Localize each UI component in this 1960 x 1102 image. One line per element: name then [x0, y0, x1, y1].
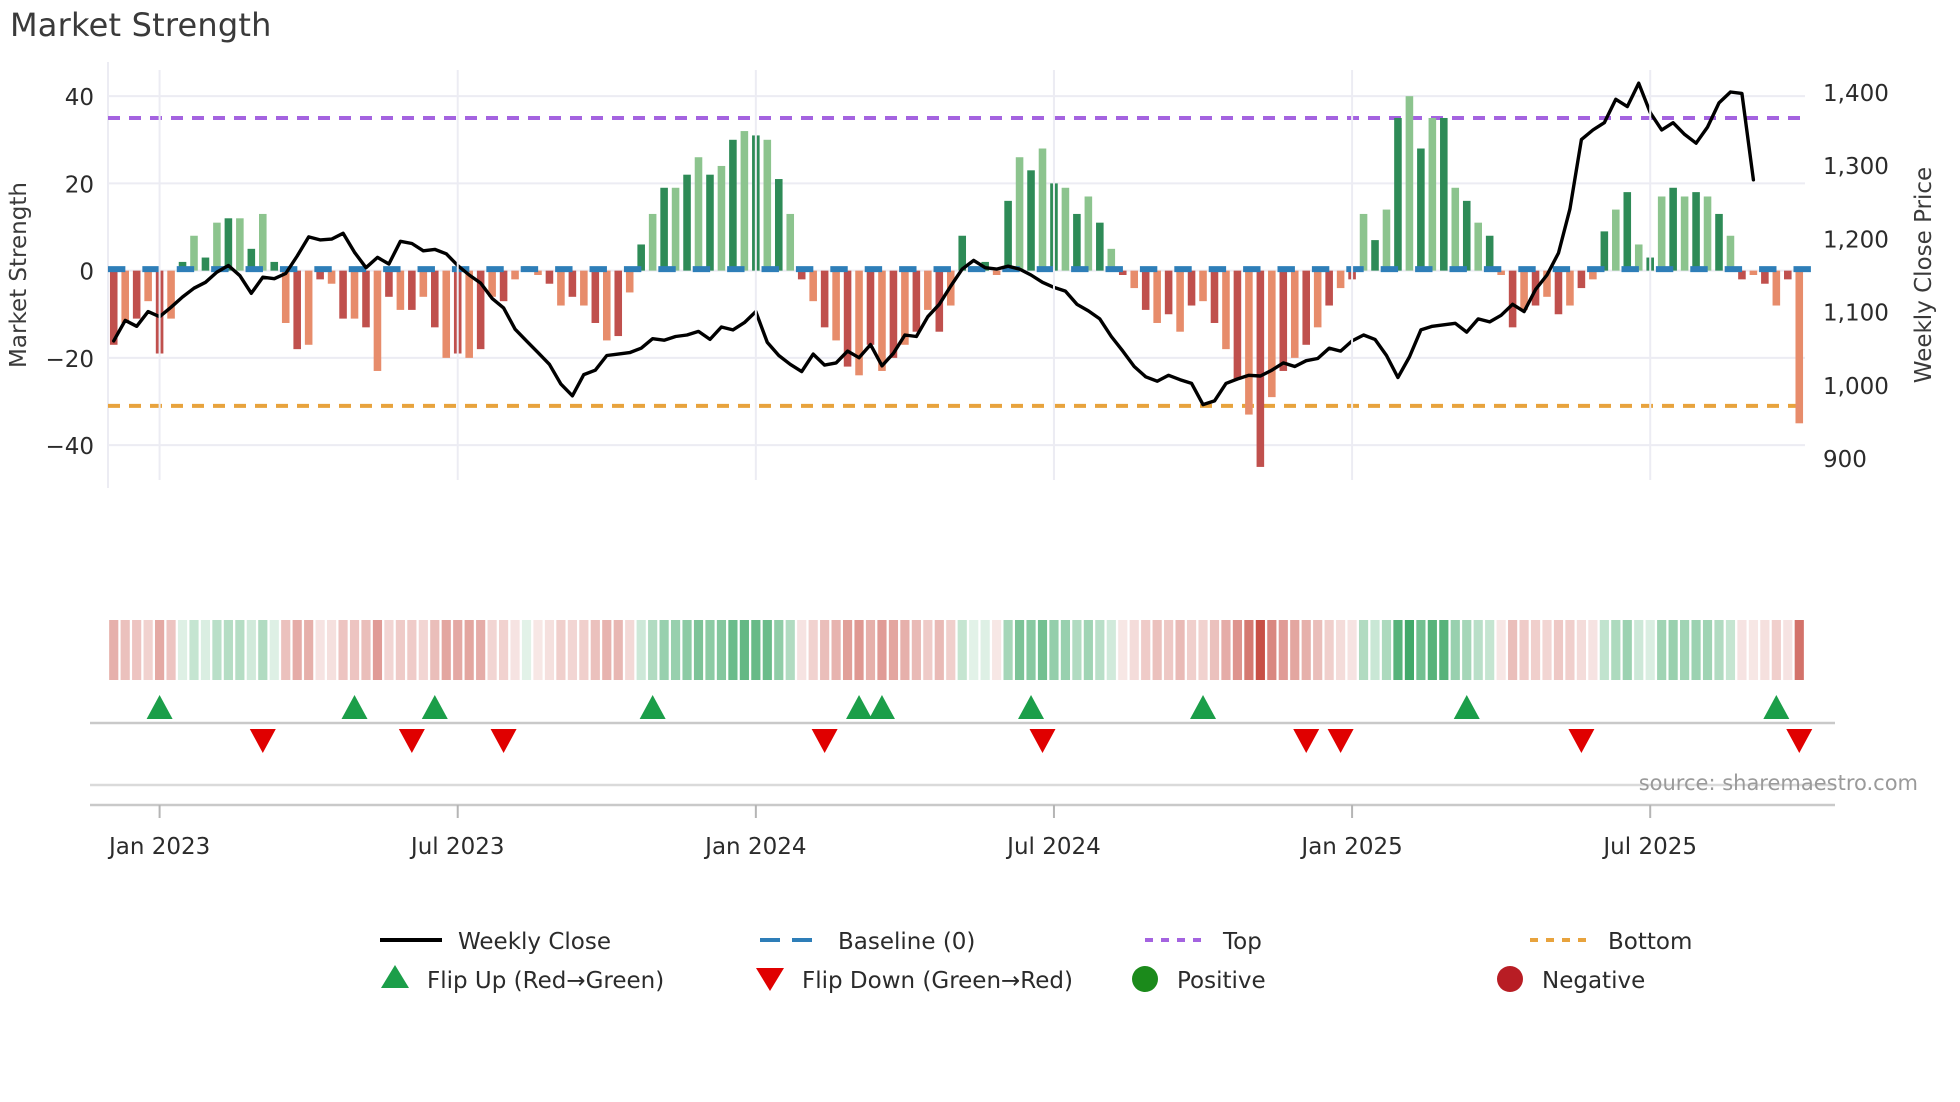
flip-down-marker — [1568, 729, 1595, 753]
flip-up-marker — [341, 695, 368, 719]
source-caption: source: sharemaestro.com — [1639, 771, 1918, 795]
flip-down-marker — [249, 729, 276, 753]
left-tick: 40 — [65, 85, 94, 111]
flip-down-marker — [398, 729, 425, 753]
legend-item[interactable]: Flip Up (Red→Green) — [381, 965, 664, 994]
x-tick: Jul 2023 — [409, 834, 505, 860]
legend-item[interactable]: Baseline (0) — [760, 929, 975, 955]
legend-label: Weekly Close — [458, 929, 611, 955]
left-tick: 20 — [65, 172, 94, 198]
legend-label: Flip Up (Red→Green) — [427, 968, 664, 994]
legend-item[interactable]: Flip Down (Green→Red) — [756, 968, 1073, 994]
legend-item[interactable]: Weekly Close — [380, 929, 611, 955]
right-tick: 1,200 — [1823, 227, 1889, 253]
x-tick: Jan 2025 — [1299, 834, 1402, 860]
x-tick: Jul 2025 — [1601, 834, 1697, 860]
left-tick: −40 — [45, 434, 94, 460]
legend-label: Flip Down (Green→Red) — [802, 968, 1073, 994]
right-axis-label: Weekly Close Price — [1911, 167, 1937, 383]
legend-label: Baseline (0) — [838, 929, 975, 955]
legend-item[interactable]: Top — [1145, 929, 1262, 955]
page-title: Market Strength — [10, 6, 272, 44]
right-tick: 1,400 — [1823, 81, 1889, 107]
x-tick: Jul 2024 — [1005, 834, 1101, 860]
flip-up-marker — [846, 695, 873, 719]
x-tick: Jan 2024 — [703, 834, 806, 860]
legend-item[interactable]: Positive — [1132, 966, 1266, 994]
flip-up-marker — [146, 695, 173, 719]
legend-item[interactable]: Negative — [1497, 966, 1645, 994]
reference-lines — [108, 115, 1805, 408]
x-tick: Jan 2023 — [107, 834, 210, 860]
x-axis-ticks: Jan 2023 Jul 2023 Jan 2024 Jul 2024 Jan 2025… — [107, 70, 1697, 860]
left-tick: −20 — [45, 347, 94, 373]
flip-down-marker — [1327, 729, 1354, 753]
strength-bars — [109, 96, 1804, 467]
flip-down-marker — [811, 729, 838, 753]
legend-label: Top — [1222, 929, 1262, 955]
flip-up-marker — [1453, 695, 1480, 719]
flip-up-marker — [1763, 695, 1790, 719]
flip-down-marker — [1293, 729, 1320, 753]
flip-marker-row — [90, 695, 1835, 807]
legend-label: Negative — [1542, 968, 1645, 994]
weekly-close-line — [112, 81, 1756, 407]
flip-down-marker — [490, 729, 517, 753]
left-axis-ticks: 40 20 0 −20 −40 — [45, 85, 94, 460]
chart-legend: Weekly Close Baseline (0) Top Bottom Flip Up… — [380, 929, 1692, 994]
legend-label: Positive — [1177, 968, 1266, 994]
flip-up-marker — [1018, 695, 1045, 719]
flip-down-marker — [1786, 729, 1813, 753]
legend-item[interactable]: Bottom — [1530, 929, 1692, 955]
flip-up-marker — [421, 695, 448, 719]
heatmap-strip — [109, 620, 1804, 680]
right-tick: 900 — [1823, 447, 1867, 473]
left-axis-label: Market Strength — [6, 182, 32, 368]
flip-up-marker — [1190, 695, 1217, 719]
right-tick: 1,000 — [1823, 374, 1889, 400]
flip-down-marker — [1029, 729, 1056, 753]
right-tick: 1,300 — [1823, 154, 1889, 180]
flip-up-marker — [868, 695, 895, 719]
right-tick: 1,100 — [1823, 301, 1889, 327]
legend-label: Bottom — [1608, 929, 1692, 955]
right-axis-ticks: 1,400 1,300 1,200 1,100 1,000 900 — [1823, 81, 1889, 473]
flip-up-marker — [639, 695, 666, 719]
left-tick: 0 — [79, 260, 94, 286]
